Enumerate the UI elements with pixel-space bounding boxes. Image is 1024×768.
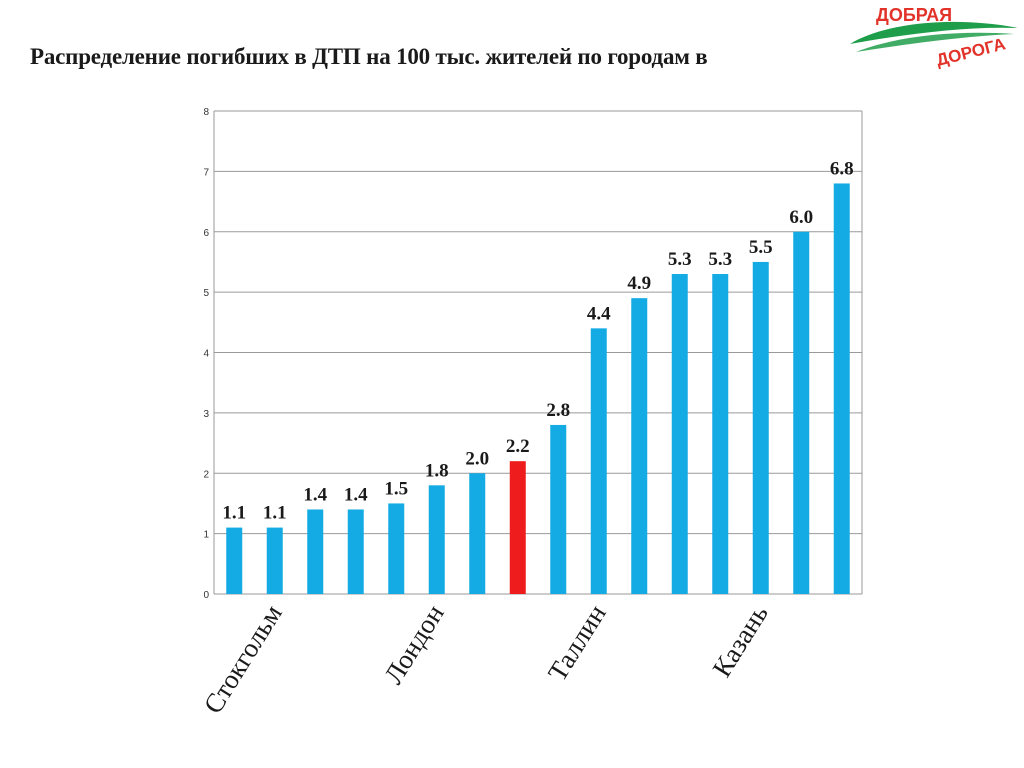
x-axis-labels: Стокгольм Лондон Таллин Казань	[198, 599, 774, 718]
data-label: 2.0	[465, 448, 489, 469]
y-tick-label: 4	[203, 349, 209, 360]
logo-text-top: ДОБРАЯ	[876, 5, 952, 25]
data-label: 1.1	[263, 503, 287, 524]
data-label: 4.9	[627, 273, 651, 294]
chart-title: Распределение погибших в ДТП на 100 тыс.…	[30, 44, 708, 69]
data-label: 2.8	[546, 400, 570, 421]
data-label: 2.2	[506, 436, 530, 457]
bar	[388, 503, 405, 594]
data-label: 1.1	[222, 503, 246, 524]
y-tick-label: 0	[203, 590, 209, 601]
category-label: Таллин	[542, 599, 612, 686]
category-label: Казань	[707, 599, 774, 682]
data-label: 5.3	[708, 249, 732, 270]
data-label: 5.5	[749, 237, 773, 258]
bars	[226, 183, 850, 594]
bar	[590, 328, 607, 594]
y-tick-label: 2	[203, 469, 209, 480]
bar	[631, 298, 648, 594]
data-label: 1.5	[384, 478, 408, 499]
y-tick-label: 6	[203, 228, 209, 239]
category-label: Лондон	[378, 599, 450, 689]
bar	[428, 485, 445, 594]
dobraya-doroga-logo: ДОБРАЯ ДОРОГА	[850, 5, 1018, 70]
y-tick-label: 5	[203, 288, 209, 299]
y-tick-label: 3	[203, 409, 209, 420]
bar	[347, 509, 364, 594]
data-label: 6.8	[830, 158, 854, 179]
bar	[509, 461, 526, 594]
data-label: 1.8	[425, 460, 449, 481]
bar	[671, 274, 688, 594]
y-tick-label: 8	[203, 107, 209, 118]
category-label: Стокгольм	[198, 599, 288, 718]
bar	[833, 183, 850, 594]
data-label: 1.4	[344, 484, 368, 505]
logo-swoosh-green	[850, 21, 1018, 44]
bar	[266, 527, 283, 594]
bar	[226, 527, 243, 594]
bar	[712, 274, 729, 594]
y-tick-label: 1	[203, 530, 209, 541]
y-axis-ticks: 0 1 2 3 4 5 6 7 8	[203, 107, 209, 601]
bar	[793, 231, 810, 594]
data-label: 6.0	[789, 207, 813, 228]
logo-swoosh-green-lower	[856, 32, 1014, 52]
value-labels: 1.1 1.1 1.4 1.4 1.5 1.8 2.0 2.2 2.8 4.4 4.9 5.3 5.3 5…	[222, 158, 853, 523]
bar	[307, 509, 324, 594]
bar	[469, 473, 486, 594]
data-label: 1.4	[303, 484, 327, 505]
bar	[752, 261, 769, 594]
data-label: 4.4	[587, 303, 611, 324]
bar	[550, 424, 567, 594]
data-label: 5.3	[668, 249, 692, 270]
y-tick-label: 7	[203, 167, 209, 178]
